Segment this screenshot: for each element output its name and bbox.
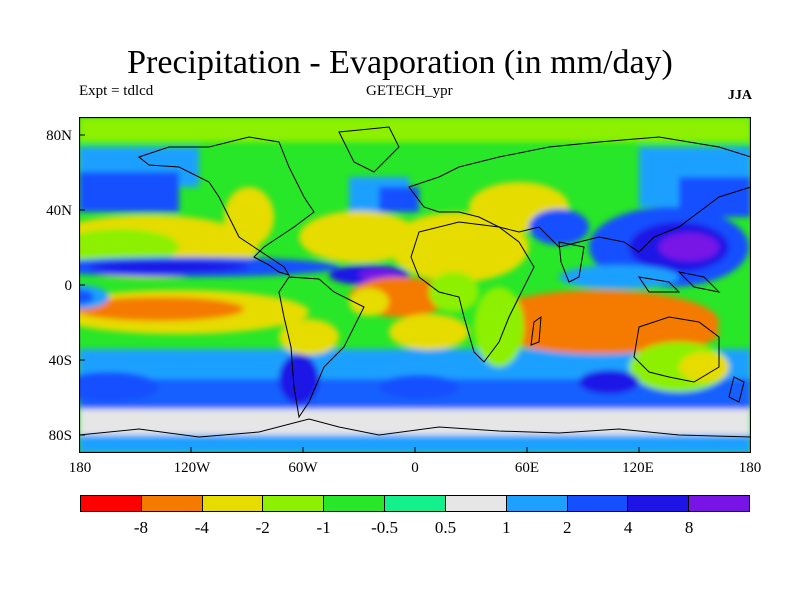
season-label: JJA: [727, 88, 752, 103]
map-panel: [79, 117, 751, 453]
colorbar-label: 1: [502, 518, 511, 537]
colorbar-swatch: [506, 496, 568, 511]
xtick-label-60w: 60W: [288, 460, 318, 476]
colorbar-label: -8: [133, 518, 148, 537]
colorbar-swatch: [628, 496, 690, 511]
colorbar-label: 2: [563, 518, 572, 537]
colorbar-swatch: [689, 496, 749, 511]
colorbar-swatch: [81, 496, 142, 511]
xtick-label-60e: 60E: [514, 460, 540, 476]
colorbar-swatch: [385, 496, 446, 511]
colorbar-label: 0.5: [434, 518, 457, 537]
xtick-label-120e: 120E: [622, 460, 654, 476]
ytick-label-40n: 40N: [46, 203, 72, 219]
plot-title: Precipitation - Evaporation (in mm/day): [127, 44, 673, 81]
colorbar-label: -1: [316, 518, 331, 537]
precipitation-map: [79, 117, 751, 453]
xtick-label-180w: 180: [68, 460, 92, 476]
field-patches: [79, 117, 751, 453]
colorbar-swatch: [445, 496, 507, 511]
colorbar: [80, 495, 750, 512]
ytick-label-40s: 40S: [48, 353, 72, 369]
colorbar-label: 8: [684, 518, 694, 537]
tick-marks: [79, 134, 640, 453]
colorbar-label: -4: [194, 518, 209, 537]
colorbar-swatch: [263, 496, 325, 511]
ytick-label-0: 0: [64, 278, 73, 294]
colorbar-swatch: [324, 496, 386, 511]
dataset-label: GETECH_ypr: [366, 83, 453, 99]
xtick-label-180e: 180: [738, 460, 762, 476]
colorbar-swatch: [567, 496, 629, 511]
xtick-label-120w: 120W: [173, 460, 211, 476]
xtick-label-0: 0: [411, 460, 419, 476]
colorbar-swatch: [202, 496, 264, 511]
experiment-label: Expt = tdlcd: [79, 83, 154, 99]
colorbar-label: 4: [623, 518, 633, 537]
colorbar-label: -2: [255, 518, 270, 537]
colorbar-label: -0.5: [371, 518, 398, 537]
colorbar-swatch: [141, 496, 203, 511]
ytick-label-80s: 80S: [48, 428, 72, 444]
ytick-label-80n: 80N: [46, 128, 72, 144]
coastlines: [79, 126, 751, 438]
